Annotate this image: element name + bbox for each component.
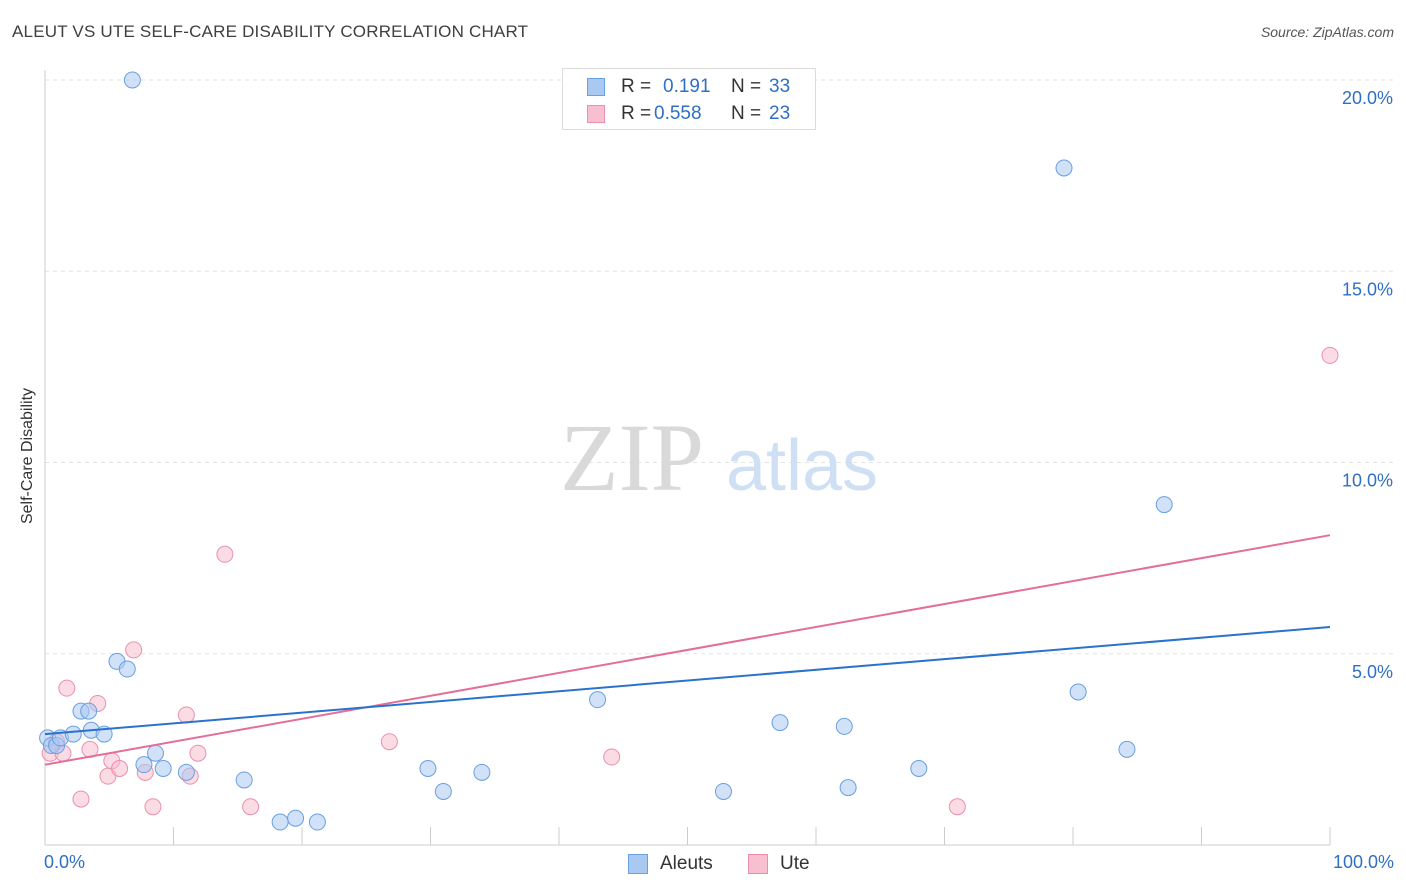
y-tick-label: 15.0% bbox=[1342, 279, 1393, 299]
ute-point bbox=[948, 798, 966, 816]
aleut-point bbox=[839, 779, 857, 797]
aleut-point bbox=[910, 760, 928, 777]
r-label: R = bbox=[621, 76, 652, 97]
aleuts-swatch bbox=[628, 854, 648, 874]
r-label: R = bbox=[621, 103, 652, 124]
aleut-point bbox=[473, 763, 491, 781]
r-value: 0.558 bbox=[654, 103, 702, 124]
ute-point bbox=[603, 748, 621, 766]
aleut-point bbox=[835, 717, 853, 735]
aleut-point bbox=[154, 760, 172, 777]
watermark-atlas: atlas bbox=[726, 426, 878, 506]
aleut-point bbox=[308, 813, 326, 831]
ute-swatch bbox=[587, 105, 605, 123]
ute-point bbox=[72, 790, 90, 808]
n-label: N = bbox=[731, 76, 762, 97]
y-tick-label: 20.0% bbox=[1342, 88, 1393, 108]
aleut-trendline bbox=[44, 625, 1331, 736]
n-value: 33 bbox=[769, 76, 791, 97]
aleut-point bbox=[589, 691, 607, 709]
aleut-point bbox=[177, 763, 195, 781]
ute-point bbox=[242, 798, 260, 816]
ute-point bbox=[380, 733, 398, 751]
aleut-point bbox=[80, 702, 98, 720]
aleut-point bbox=[419, 760, 437, 777]
legend-label: Aleuts bbox=[660, 853, 713, 874]
y-tick-labels: 5.0% 10.0% 15.0% 20.0% bbox=[1342, 88, 1393, 682]
aleut-point bbox=[123, 71, 141, 89]
aleut-point bbox=[135, 756, 153, 774]
stats-box: R = 0.191 N = 33 R = 0.558 N = 23 bbox=[562, 68, 816, 130]
ute-point bbox=[111, 760, 129, 777]
ute-point bbox=[125, 641, 143, 659]
ute-point bbox=[189, 744, 207, 762]
legend: Aleuts Ute bbox=[0, 852, 1406, 878]
ute-point bbox=[58, 679, 76, 697]
y-axis-label: Self-Care Disability bbox=[19, 387, 36, 525]
y-tick-label: 5.0% bbox=[1352, 662, 1393, 682]
aleut-point bbox=[64, 725, 82, 743]
n-value: 23 bbox=[769, 103, 791, 124]
aleut-point bbox=[434, 782, 452, 800]
ute-trendline bbox=[44, 534, 1331, 766]
r-value: 0.191 bbox=[663, 76, 711, 97]
watermark-zip: ZIP bbox=[560, 404, 704, 511]
aleut-points bbox=[39, 71, 1173, 831]
aleut-point bbox=[235, 771, 253, 789]
ute-swatch bbox=[748, 854, 768, 874]
aleut-point bbox=[1055, 159, 1073, 177]
ute-point bbox=[177, 706, 195, 724]
aleuts-swatch bbox=[587, 78, 605, 96]
chart-title: ALEUT VS UTE SELF-CARE DISABILITY CORREL… bbox=[12, 22, 529, 41]
trendlines bbox=[44, 534, 1331, 766]
aleut-point bbox=[1069, 683, 1087, 701]
ute-point bbox=[1321, 346, 1339, 364]
source-credit: Source: ZipAtlas.com bbox=[1260, 24, 1394, 40]
axes bbox=[44, 70, 1331, 846]
x-tick-label-min: 0.0% bbox=[44, 852, 86, 872]
gridlines bbox=[45, 79, 1395, 655]
y-tick-label: 10.0% bbox=[1342, 471, 1393, 491]
aleut-point bbox=[1118, 740, 1136, 758]
aleut-point bbox=[271, 813, 289, 831]
aleut-point bbox=[771, 714, 789, 732]
aleut-point bbox=[118, 660, 136, 678]
legend-label: Ute bbox=[780, 853, 810, 874]
aleut-point bbox=[714, 782, 732, 800]
x-tick-label-max: 100.0% bbox=[1332, 852, 1394, 872]
n-label: N = bbox=[731, 103, 762, 124]
watermark: ZIP atlas bbox=[560, 404, 878, 511]
aleut-point bbox=[147, 744, 165, 762]
ute-point bbox=[144, 798, 162, 816]
aleut-point bbox=[1155, 496, 1173, 514]
aleut-point bbox=[287, 809, 305, 827]
ute-point bbox=[216, 545, 234, 563]
